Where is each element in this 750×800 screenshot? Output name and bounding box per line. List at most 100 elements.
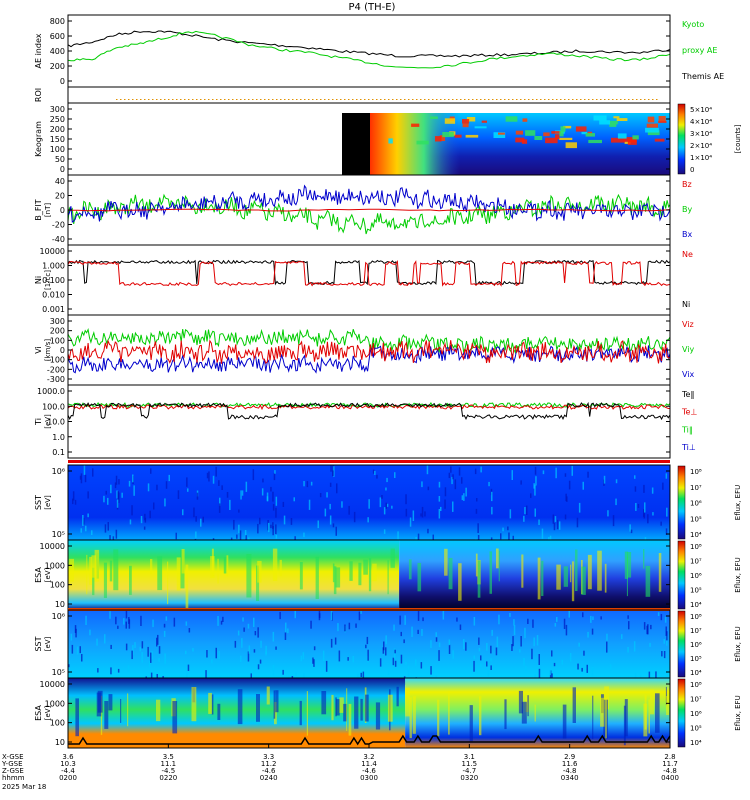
sst_e-speckle (385, 502, 387, 509)
velocity-legend-0: Viz (682, 320, 694, 329)
esa_i-streak (387, 694, 393, 722)
esa_i-streak (469, 705, 473, 742)
sst_i-speckle (553, 662, 556, 667)
roi-mark (464, 99, 466, 100)
roi-mark (280, 99, 282, 100)
roi-mark (288, 99, 290, 100)
sst_i-speckle (606, 633, 608, 641)
sst_e-speckle (576, 517, 579, 528)
roi-ylabel: ROI (34, 88, 43, 102)
esa_e-streak (113, 549, 119, 591)
esa_i-streak (256, 694, 260, 722)
velocity-legend-2: Vix (682, 370, 695, 379)
esa_i-streak (299, 700, 302, 726)
keogram-feature (632, 135, 639, 140)
esa_i-streak (479, 696, 482, 736)
keogram-feature (474, 126, 487, 129)
sst_i-speckle (75, 628, 77, 638)
sst_e-speckle (440, 506, 442, 511)
roi-mark (176, 99, 178, 100)
sst_i-speckle (609, 664, 612, 671)
sst_e-speckle (463, 493, 465, 501)
sst_i-speckle (561, 659, 563, 665)
roi-mark (264, 99, 266, 100)
keogram-ytick: 50 (55, 155, 65, 164)
sst_e-speckle (128, 480, 131, 487)
sst_e-speckle (386, 503, 389, 507)
sst_e-speckle (509, 509, 512, 519)
sst_e-speckle (149, 510, 151, 519)
keogram-feature (563, 125, 572, 129)
sst_i-speckle (70, 633, 73, 641)
sst_i-speckle (473, 660, 475, 672)
density-yunit: [1/cc] (44, 270, 52, 290)
sst_i-speckle (649, 642, 651, 647)
sst_i-speckle (442, 610, 445, 620)
sst_e-speckle (74, 499, 77, 505)
sst_e-speckle (450, 466, 452, 473)
sst_i-speckle (587, 631, 589, 638)
x-axis-x-value: 3.2 (363, 753, 374, 761)
sst_i-speckle (527, 618, 529, 624)
esa_e-streak (477, 560, 481, 598)
sst_i-speckle (592, 666, 594, 671)
sst_i-speckle (318, 613, 321, 618)
esa_i-streak (346, 688, 348, 731)
sst_i-speckle (310, 620, 312, 629)
roi-mark (552, 99, 554, 100)
sst_e-speckle (461, 495, 464, 501)
temperature-ytick: 100.0 (42, 402, 65, 411)
sst_e-speckle (330, 465, 332, 472)
roi-mark (320, 99, 322, 100)
keogram-feature (611, 137, 625, 143)
sst_e-speckle (524, 507, 526, 515)
sst_e-speckle (275, 524, 277, 534)
sst_i-speckle (282, 669, 284, 675)
sst_i-speckle (578, 642, 580, 647)
sst_i-speckle (600, 616, 602, 620)
sst_i-speckle (581, 667, 583, 672)
sst_e-speckle (502, 527, 504, 532)
sst_i-speckle (215, 647, 217, 659)
sst_e-speckle (117, 491, 119, 500)
esa_i-streak (648, 699, 650, 734)
x-axis-row-label: Y-GSE (1, 760, 23, 768)
roi-mark (252, 99, 254, 100)
esa_e-streak (372, 563, 377, 582)
sst_e-speckle (202, 516, 204, 523)
sst_i-speckle (163, 623, 166, 628)
x-axis-z-value: -4.6 (262, 767, 276, 775)
sst_i-colorbar-label: Eflux, EFU (734, 626, 742, 661)
velocity-yunit: [km/s] (44, 339, 52, 362)
sst_e-speckle (500, 533, 502, 540)
temperature-ylabel: Ti (34, 418, 43, 426)
roi-mark (432, 99, 434, 100)
sst_e-speckle (353, 511, 356, 523)
sst_e-speckle (477, 535, 480, 541)
esa_e-streak (91, 555, 96, 578)
sst_e-speckle (615, 479, 618, 484)
sst_i-speckle (393, 624, 395, 631)
sst_e-speckle (553, 522, 556, 531)
sst_e-ylabel: SST (34, 495, 43, 510)
esa_i-streak (655, 693, 660, 733)
sst_e-speckle (405, 494, 407, 505)
sst_e-speckle (259, 517, 261, 525)
esa_e-streak (167, 561, 169, 605)
sst_e-speckle (421, 506, 424, 518)
sst_i-speckle (218, 651, 220, 660)
sst_i-speckle (241, 638, 243, 648)
sst_e-speckle (193, 507, 195, 518)
sst_e-speckle (660, 521, 662, 526)
esa_i-streak (412, 696, 416, 734)
roi-mark (500, 99, 502, 100)
esa_i-streak (343, 703, 347, 722)
temperature-series-2 (67, 401, 671, 421)
sst_i-speckle (420, 662, 423, 669)
roi-mark (636, 99, 638, 100)
roi-mark (380, 99, 382, 100)
sst_e-speckle (275, 535, 278, 539)
sst_e-speckle (164, 498, 166, 507)
sst_e-speckle (317, 520, 319, 529)
sst_e-speckle (454, 479, 457, 490)
